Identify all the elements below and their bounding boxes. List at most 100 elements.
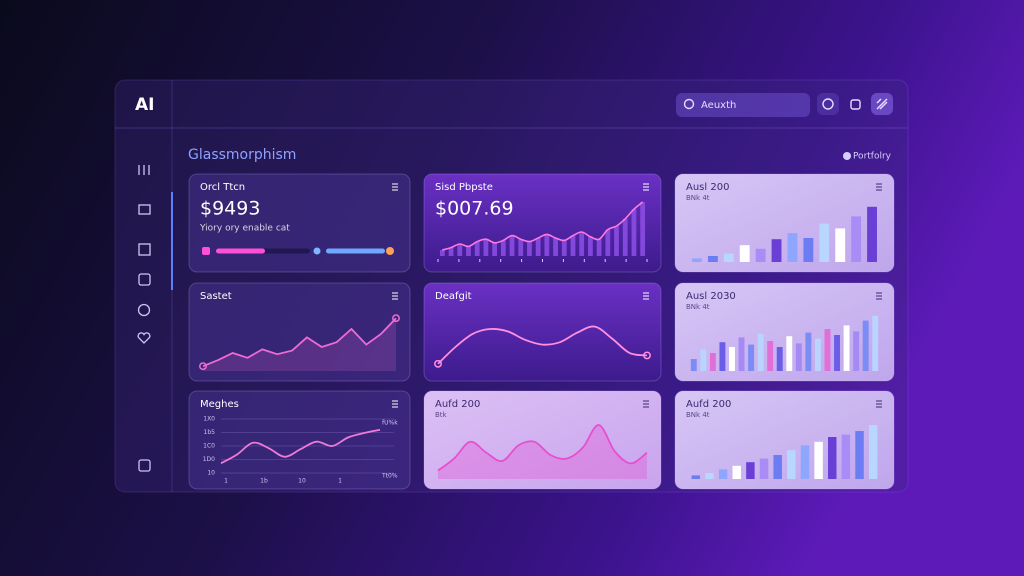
bar <box>795 343 802 371</box>
bar <box>800 445 810 479</box>
bar <box>492 242 497 256</box>
bar <box>868 425 878 479</box>
card-title: Aufd 200 <box>435 399 480 410</box>
card-menu[interactable] <box>392 183 398 191</box>
bar <box>622 218 628 256</box>
icon-button[interactable] <box>850 99 861 110</box>
bar <box>814 441 823 479</box>
x-label: 1b <box>260 478 268 485</box>
card-title: Ausl 2030 <box>686 291 736 302</box>
bar <box>439 250 445 256</box>
bar <box>719 342 726 371</box>
card-bg <box>423 390 662 490</box>
bar <box>814 338 821 371</box>
card-bg <box>188 173 411 273</box>
bar <box>771 239 782 262</box>
bar <box>474 241 480 256</box>
bar <box>841 434 851 479</box>
progress-bar <box>326 248 385 254</box>
bar <box>544 234 550 256</box>
nav-icon[interactable] <box>138 273 151 286</box>
card-title: Deafgit <box>435 291 472 302</box>
card-menu[interactable] <box>876 183 882 191</box>
line <box>442 201 644 251</box>
progress-icon <box>313 247 321 255</box>
bar <box>518 239 524 256</box>
y-label: 1X0 <box>203 416 215 423</box>
card-subtitle: BNk 4t <box>686 303 710 311</box>
card-menu[interactable] <box>392 400 398 408</box>
bar <box>828 437 837 479</box>
bar <box>738 337 745 371</box>
bar <box>773 455 782 479</box>
card: Meghes 1X0 1b5 1C0 1D0 10 1 1b 10 1 fU%k Tt0% <box>188 390 411 490</box>
bar <box>691 475 701 479</box>
bar <box>729 347 735 371</box>
page-title: Glassmorphism <box>188 147 296 163</box>
x-label: 1 <box>338 478 342 485</box>
icon-button[interactable] <box>817 93 839 115</box>
bar <box>561 240 567 256</box>
bar <box>787 450 796 479</box>
progress-icon <box>202 247 210 255</box>
y-label: 1b5 <box>204 429 216 436</box>
bar <box>723 253 734 262</box>
nav-icon[interactable] <box>137 303 151 317</box>
bar <box>776 347 783 371</box>
bar <box>570 235 576 256</box>
bar <box>855 431 864 479</box>
card-bg <box>423 173 662 273</box>
nav-icon[interactable] <box>138 204 151 215</box>
card-title: Orcl Ttcn <box>200 182 245 193</box>
bar <box>786 336 793 371</box>
annotation: Tt0% <box>381 473 398 480</box>
card-title: Sastet <box>200 291 232 302</box>
nav-icon[interactable] <box>138 165 150 175</box>
bar <box>757 333 764 371</box>
card-title: Aufd 200 <box>686 399 731 410</box>
card-menu[interactable] <box>643 183 649 191</box>
bar <box>614 226 619 256</box>
bar <box>709 353 716 371</box>
bar <box>718 469 728 479</box>
card-menu[interactable] <box>876 292 882 300</box>
card-menu[interactable] <box>392 292 398 300</box>
bar <box>457 244 463 256</box>
bar <box>787 233 798 262</box>
bar <box>851 216 862 262</box>
bar <box>700 349 707 371</box>
cards: Orcl Ttcn $9493 Yiory ory enable cat Sisd P… <box>188 173 895 490</box>
card-subtitle: Yiory ory enable cat <box>199 224 290 234</box>
brand: AI <box>135 95 154 115</box>
action-link[interactable]: Portfolry <box>853 152 892 162</box>
bar <box>509 235 515 256</box>
y-label: 10 <box>207 470 215 477</box>
bar <box>862 320 869 371</box>
bar <box>500 240 506 256</box>
action-icon <box>843 152 851 160</box>
bar <box>705 473 714 479</box>
area <box>438 424 647 479</box>
bar <box>588 236 593 256</box>
nav-icon[interactable] <box>137 332 151 344</box>
point <box>643 351 651 360</box>
bar <box>732 465 741 479</box>
bar <box>746 462 755 479</box>
card-menu[interactable] <box>643 292 649 300</box>
bar <box>579 232 585 256</box>
bar <box>755 248 766 262</box>
y-label: 1C0 <box>203 443 215 450</box>
nav-icon[interactable] <box>138 243 151 256</box>
card-menu[interactable] <box>643 400 649 408</box>
bar <box>853 331 860 371</box>
bar <box>805 332 812 371</box>
search-box[interactable] <box>676 93 810 117</box>
card-subtitle: Btk <box>435 411 448 419</box>
y-label: 1D0 <box>203 456 215 463</box>
card-menu[interactable] <box>876 400 882 408</box>
nav-icon[interactable] <box>138 459 151 472</box>
bar <box>448 247 454 256</box>
